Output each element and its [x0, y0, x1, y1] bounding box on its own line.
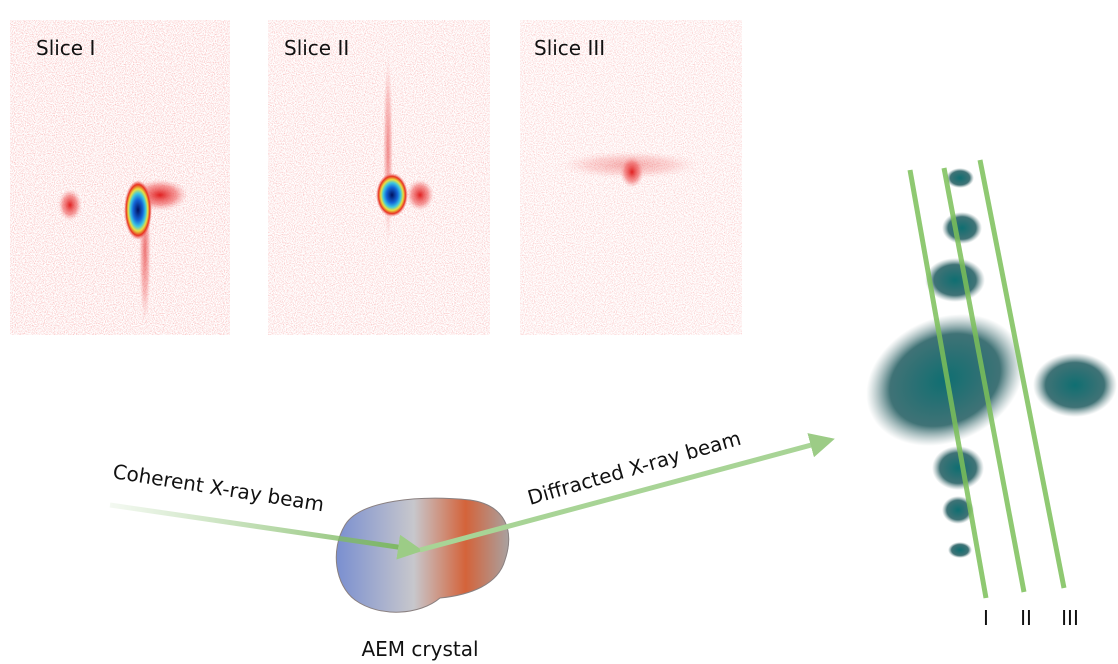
panel-noise	[268, 20, 490, 335]
slice-panel: Slice I	[10, 20, 230, 335]
blob	[942, 212, 982, 244]
panel-label: Slice II	[284, 36, 349, 60]
spot	[58, 189, 82, 221]
blob	[1033, 353, 1117, 417]
diagram: Slice I Slice II Slice III I II III Cohe…	[0, 0, 1118, 664]
slice-panel: Slice II	[268, 20, 490, 335]
panel-noise	[10, 20, 230, 335]
crystal	[336, 498, 508, 612]
slice-marker: III	[1061, 606, 1079, 630]
spot	[376, 173, 408, 217]
blob	[946, 168, 974, 188]
blob	[948, 542, 972, 558]
crystal-label: AEM crystal	[361, 637, 478, 661]
beam-label: Diffracted X-ray beam	[525, 426, 744, 510]
panel-label: Slice I	[36, 36, 95, 60]
reciprocal-volume: I II III	[844, 160, 1117, 630]
panel-label: Slice III	[534, 36, 605, 60]
slice-panel: Slice III	[520, 20, 742, 335]
spot	[124, 180, 152, 240]
slice-marker: I	[983, 606, 989, 630]
slice-marker: II	[1020, 606, 1032, 630]
spot	[406, 179, 434, 211]
spot	[620, 156, 644, 188]
diffracted-beam	[420, 440, 830, 550]
page: Slice I Slice II Slice III I II III Cohe…	[0, 0, 1118, 664]
